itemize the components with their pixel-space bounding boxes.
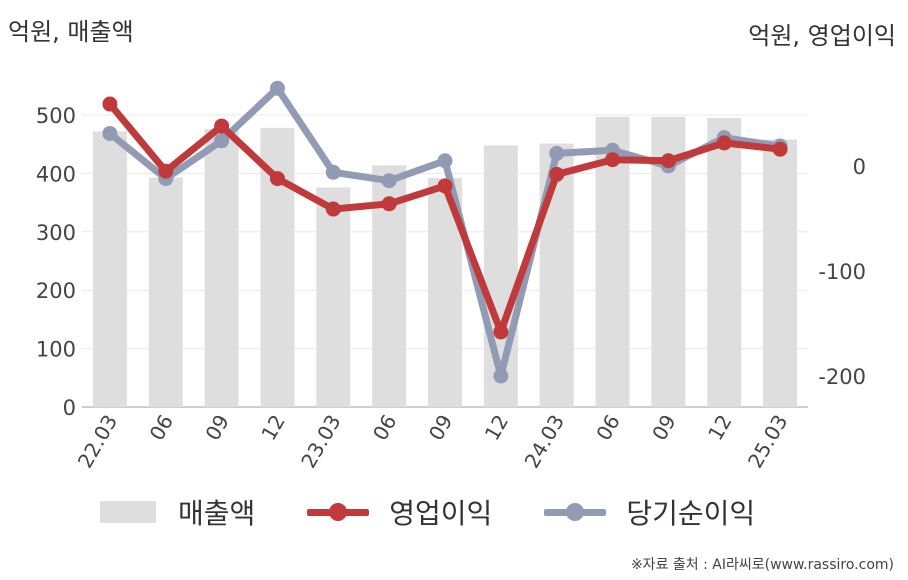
legend-swatch-net-income bbox=[544, 501, 607, 523]
right-axis-ticks: -200 -100 0 bbox=[818, 155, 866, 389]
bar-revenue bbox=[707, 117, 742, 408]
bar-revenue bbox=[316, 187, 351, 407]
point-operating-profit bbox=[549, 166, 565, 182]
point-operating-profit bbox=[660, 153, 676, 169]
x-tick-label: 12 bbox=[256, 411, 290, 445]
revenue-bars bbox=[92, 116, 798, 408]
left-tick-label: 300 bbox=[36, 221, 76, 245]
point-operating-profit bbox=[605, 152, 621, 168]
source-credit: ※자료 출처 : AI라씨로(www.rassiro.com) bbox=[630, 557, 894, 573]
left-tick-label: 0 bbox=[63, 396, 76, 420]
x-tick-label: 24.03 bbox=[520, 411, 569, 473]
point-operating-profit bbox=[325, 201, 341, 217]
legend-swatch-revenue bbox=[100, 501, 156, 523]
point-operating-profit bbox=[158, 163, 174, 179]
legend: 매출액 영업이익 당기순이익 bbox=[100, 492, 807, 532]
legend-item-operating-profit: 영업이익 bbox=[307, 492, 492, 532]
x-tick-label: 06 bbox=[591, 411, 625, 445]
x-tick-label: 23.03 bbox=[296, 411, 345, 473]
point-net-income bbox=[325, 164, 341, 180]
legend-item-revenue: 매출액 bbox=[100, 492, 255, 532]
point-net-income bbox=[214, 133, 230, 149]
left-tick-label: 100 bbox=[36, 338, 76, 362]
point-operating-profit bbox=[437, 178, 453, 194]
x-tick-label: 12 bbox=[480, 411, 514, 445]
legend-label-net-income: 당기순이익 bbox=[626, 497, 756, 530]
legend-item-net-income: 당기순이익 bbox=[544, 492, 755, 532]
point-operating-profit bbox=[381, 196, 397, 212]
right-axis-title: 억원, 영업이익 bbox=[748, 22, 896, 50]
point-net-income bbox=[381, 173, 397, 189]
x-tick-label: 09 bbox=[647, 411, 681, 445]
point-operating-profit bbox=[102, 96, 118, 112]
left-tick-label: 400 bbox=[36, 162, 76, 186]
left-tick-label: 200 bbox=[36, 279, 76, 303]
point-net-income bbox=[269, 80, 285, 96]
left-axis-ticks: 0 100 200 300 400 500 bbox=[36, 104, 76, 420]
bar-revenue bbox=[204, 129, 239, 408]
legend-label-operating-profit: 영업이익 bbox=[389, 497, 493, 530]
legend-label-revenue: 매출액 bbox=[178, 497, 256, 530]
x-tick-label: 22.03 bbox=[73, 411, 122, 473]
point-operating-profit bbox=[214, 118, 230, 134]
point-operating-profit bbox=[716, 135, 732, 151]
point-net-income bbox=[549, 145, 565, 161]
profit-lines bbox=[102, 80, 788, 384]
right-tick-label: -200 bbox=[818, 365, 866, 389]
right-tick-label: 0 bbox=[853, 155, 866, 179]
x-tick-label: 06 bbox=[145, 411, 179, 445]
x-tick-label: 09 bbox=[424, 411, 458, 445]
right-tick-label: -100 bbox=[818, 260, 866, 284]
x-tick-label: 25.03 bbox=[743, 411, 792, 473]
x-axis-ticks: 22.03 06 09 12 23.03 06 09 12 24.03 06 09 12 25.03 bbox=[73, 411, 793, 473]
point-net-income bbox=[437, 153, 453, 169]
x-tick-label: 09 bbox=[200, 411, 234, 445]
left-axis-title: 억원, 매출액 bbox=[8, 18, 134, 46]
point-operating-profit bbox=[493, 324, 509, 340]
bar-revenue bbox=[763, 139, 798, 407]
point-operating-profit bbox=[269, 171, 285, 187]
bar-revenue bbox=[92, 131, 127, 408]
bar-revenue bbox=[148, 177, 183, 407]
point-net-income bbox=[102, 125, 118, 141]
point-operating-profit bbox=[772, 141, 788, 157]
x-tick-label: 12 bbox=[703, 411, 737, 445]
x-tick-label: 06 bbox=[368, 411, 402, 445]
point-net-income bbox=[493, 368, 509, 384]
legend-swatch-operating-profit bbox=[307, 501, 370, 523]
left-tick-label: 500 bbox=[36, 104, 76, 128]
